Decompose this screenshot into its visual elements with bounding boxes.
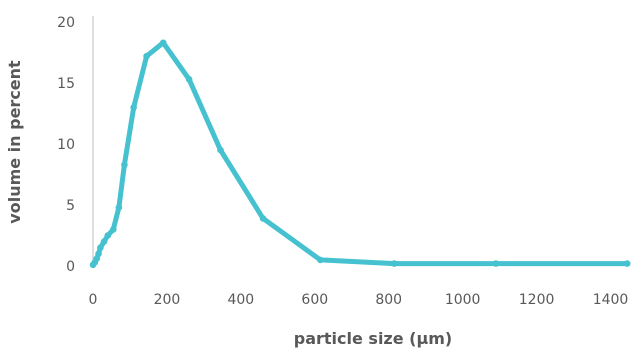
- x-tick-label: 400: [227, 292, 254, 308]
- x-tick-label: 1000: [445, 292, 481, 308]
- data-point: [492, 260, 500, 267]
- series-line: [90, 40, 630, 268]
- data-point: [317, 256, 324, 264]
- data-point: [143, 52, 150, 60]
- data-point: [95, 250, 102, 258]
- x-tick-label: 1200: [519, 292, 555, 308]
- y-tick-label: 10: [57, 137, 75, 153]
- y-tick-label: 15: [57, 76, 75, 92]
- data-point: [104, 232, 112, 239]
- y-tick-labels: 0 5 10 15 20: [57, 15, 75, 275]
- data-point: [259, 215, 267, 222]
- data-point: [110, 226, 117, 233]
- data-point: [623, 260, 631, 267]
- y-tick-label: 20: [57, 15, 75, 31]
- data-point: [100, 238, 108, 245]
- series-layer: [89, 39, 631, 269]
- data-point: [217, 146, 224, 154]
- data-point: [130, 104, 137, 111]
- x-tick-label: 200: [154, 292, 181, 308]
- data-point: [115, 204, 123, 211]
- x-tick-label: 1400: [593, 292, 629, 308]
- data-point: [185, 76, 193, 83]
- x-axis-title: particle size (µm): [294, 329, 452, 348]
- x-tick-labels: 0 200 400 600 800 1000 1200 1400: [89, 292, 629, 308]
- data-point: [97, 244, 104, 251]
- y-tick-label: 5: [66, 198, 75, 214]
- x-tick-label: 0: [89, 292, 98, 308]
- data-point: [159, 39, 167, 47]
- y-tick-label: 0: [66, 259, 75, 275]
- data-point: [390, 260, 398, 267]
- data-point: [121, 161, 128, 169]
- x-tick-label: 800: [375, 292, 402, 308]
- x-tick-label: 600: [301, 292, 328, 308]
- y-axis-title: volume in percent: [5, 60, 24, 224]
